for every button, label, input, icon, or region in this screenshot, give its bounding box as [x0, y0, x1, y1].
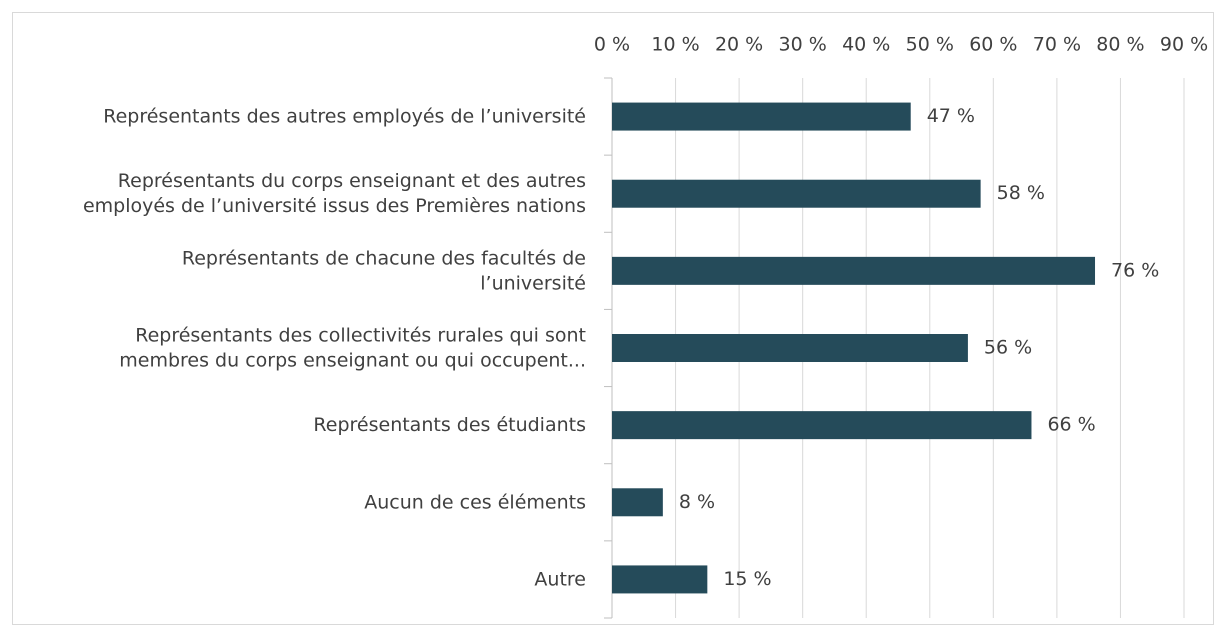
category-label: Représentants des étudiants	[313, 414, 586, 436]
x-tick-label: 80 %	[1096, 34, 1144, 56]
category-label-line: Représentants des étudiants	[313, 414, 586, 436]
category-label-line: Représentants de chacune des facultés de	[182, 247, 586, 269]
value-label: 76 %	[1111, 259, 1159, 281]
category-label: Aucun de ces éléments	[364, 491, 586, 513]
bar	[612, 179, 981, 208]
x-tick-label: 0 %	[594, 34, 630, 56]
bar	[612, 334, 968, 362]
category-label: Représentants du corps enseignant et des…	[83, 170, 586, 217]
category-label: Représentants des autres employés de l’u…	[103, 105, 586, 127]
value-label: 47 %	[927, 105, 975, 127]
category-label-line: Représentants des collectivités rurales …	[135, 324, 586, 346]
category-label-line: Aucun de ces éléments	[364, 491, 586, 513]
bar	[612, 565, 708, 594]
category-label: Représentants de chacune des facultés de…	[182, 247, 586, 294]
x-tick-label: 40 %	[842, 34, 890, 56]
category-label-line: Autre	[534, 568, 586, 590]
x-tick-label: 10 %	[651, 34, 699, 56]
value-label: 8 %	[679, 491, 715, 513]
bar	[612, 488, 663, 517]
x-tick-label: 60 %	[969, 34, 1017, 56]
value-label: 66 %	[1047, 414, 1095, 436]
x-tick-label: 50 %	[906, 34, 954, 56]
bar	[612, 411, 1032, 440]
category-label-line: l’université	[480, 272, 586, 294]
category-label: Autre	[534, 568, 586, 590]
bar	[612, 256, 1096, 285]
bar	[612, 102, 911, 131]
category-label: Représentants des collectivités rurales …	[119, 324, 586, 371]
category-label-line: membres du corps enseignant ou qui occup…	[119, 349, 586, 371]
category-label-line: employés de l’université issus des Premi…	[83, 195, 586, 217]
value-label: 15 %	[723, 568, 771, 590]
x-tick-label: 70 %	[1033, 34, 1081, 56]
x-tick-label: 90 %	[1160, 34, 1208, 56]
value-label: 58 %	[997, 182, 1045, 204]
x-tick-label: 30 %	[779, 34, 827, 56]
x-tick-label: 20 %	[715, 34, 763, 56]
category-label-line: Représentants des autres employés de l’u…	[103, 105, 586, 127]
category-label-line: Représentants du corps enseignant et des…	[118, 170, 586, 192]
value-label: 56 %	[984, 337, 1032, 359]
